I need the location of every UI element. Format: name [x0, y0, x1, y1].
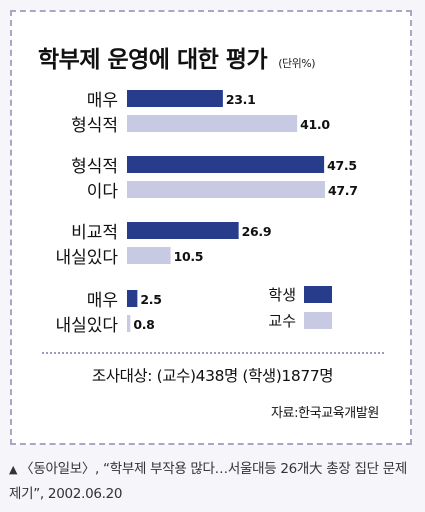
- category-label: 매우: [87, 291, 118, 311]
- bar-professor: [127, 115, 298, 132]
- value-label: 47.5: [327, 158, 357, 173]
- figure-caption: ▲ 〈동아일보〉, “학부제 부작용 많다…서울대등 26개大 총장 집단 문제제…: [9, 457, 419, 506]
- category-label: 내실있다: [55, 248, 118, 268]
- chart-unit: (단위%): [278, 57, 315, 70]
- category-label: 형식적: [71, 116, 118, 136]
- value-label: 26.9: [242, 224, 272, 239]
- bar-chart: 매우형식적23.141.0형식적이다47.547.7비교적내실있다26.910.…: [55, 90, 358, 336]
- bar-professor: [127, 181, 325, 198]
- bar-professor: [127, 247, 171, 264]
- dotted-divider: [42, 352, 384, 354]
- chart-title: 학부제 운영에 대한 평가: [38, 47, 268, 73]
- bar-student: [127, 222, 239, 239]
- value-label: 47.7: [328, 183, 358, 198]
- legend-label: 학생: [268, 286, 296, 304]
- value-label: 41.0: [300, 117, 330, 132]
- survey-note: 조사대상: (교수)438명 (학생)1877명: [91, 367, 334, 385]
- category-label: 비교적: [71, 223, 118, 243]
- legend-swatch: [304, 286, 332, 303]
- chart-title-row: 학부제 운영에 대한 평가 (단위%): [38, 40, 315, 74]
- value-label: 10.5: [174, 249, 204, 264]
- value-label: 0.8: [133, 317, 154, 332]
- triangle-marker-icon: ▲: [9, 463, 18, 476]
- bar-student: [127, 290, 138, 307]
- bar-student: [127, 156, 325, 173]
- value-label: 23.1: [226, 92, 256, 107]
- source-note: 자료:한국교육개발원: [270, 406, 379, 421]
- value-label: 2.5: [140, 292, 161, 307]
- legend-swatch: [304, 312, 332, 329]
- bar-student: [127, 90, 223, 107]
- legend-label: 교수: [268, 312, 296, 330]
- category-label: 이다: [87, 182, 119, 202]
- category-label: 매우: [87, 91, 118, 111]
- category-label: 형식적: [71, 157, 118, 177]
- bar-professor: [127, 315, 131, 332]
- category-label: 내실있다: [55, 316, 118, 336]
- caption-text: 〈동아일보〉, “학부제 부작용 많다…서울대등 26개大 총장 집단 문제제기…: [9, 461, 407, 502]
